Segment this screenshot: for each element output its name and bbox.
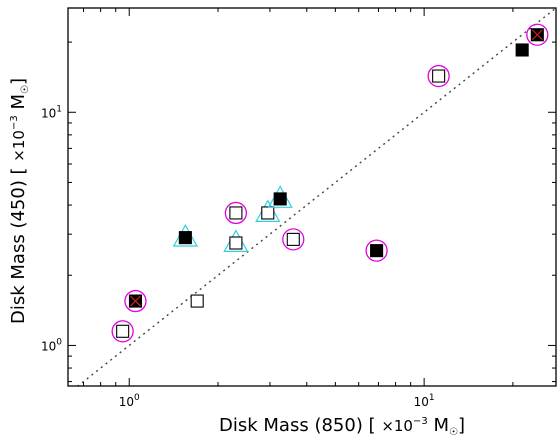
- tick-base: 10: [41, 106, 56, 120]
- filled-square-marker: [515, 43, 529, 57]
- data-point: [190, 294, 204, 308]
- tick-exponent: 1: [429, 393, 435, 403]
- cross-marker: [130, 295, 141, 307]
- circle-marker: [111, 320, 134, 343]
- tick-exponent: 0: [134, 393, 140, 403]
- one-to-one-line: [76, 8, 556, 386]
- circle-marker: [365, 239, 388, 262]
- data-point: [111, 320, 134, 343]
- data-point: [223, 229, 249, 253]
- data-point: [255, 199, 281, 222]
- open-square-marker: [229, 236, 243, 250]
- circle-marker: [224, 201, 248, 225]
- tick-base: 10: [41, 339, 56, 353]
- filled-square-marker: [273, 192, 287, 206]
- x-axis-label: Disk Mass (850) [ ×10−3 M☉]: [219, 415, 465, 438]
- open-square-marker: [261, 206, 275, 220]
- data-point: [427, 64, 450, 88]
- circle-marker: [282, 228, 305, 251]
- tick-exponent: 0: [56, 337, 62, 347]
- data-point: [267, 185, 293, 208]
- data-point: [365, 239, 388, 262]
- plot-frame: [67, 7, 557, 387]
- tick-base: 10: [414, 395, 429, 409]
- filled-square-marker: [178, 231, 192, 245]
- open-square-marker: [229, 206, 243, 220]
- circle-marker: [427, 64, 450, 88]
- open-square-marker: [286, 232, 300, 246]
- y-tick-label: 100: [41, 337, 62, 353]
- data-point: [526, 23, 549, 46]
- y-tick-label: 101: [41, 104, 62, 120]
- x-tick-label: 101: [414, 393, 435, 409]
- open-square-marker: [432, 69, 446, 83]
- circle-marker: [124, 289, 147, 313]
- data-point: [224, 201, 248, 225]
- filled-square-marker: [370, 244, 384, 258]
- y-axis-label: Disk Mass (450) [ ×10−3 M☉]: [8, 78, 31, 324]
- tick-exponent: 1: [56, 104, 62, 114]
- data-point: [172, 223, 198, 247]
- cross-marker: [531, 29, 543, 41]
- data-point: [515, 43, 529, 57]
- data-point: [282, 228, 305, 251]
- x-tick-label: 100: [119, 393, 140, 409]
- tick-base: 10: [119, 395, 134, 409]
- open-square-marker: [116, 324, 130, 338]
- open-square-marker: [190, 294, 204, 308]
- plot-marks: [76, 8, 556, 386]
- data-point: [124, 289, 147, 313]
- circle-marker: [526, 23, 549, 46]
